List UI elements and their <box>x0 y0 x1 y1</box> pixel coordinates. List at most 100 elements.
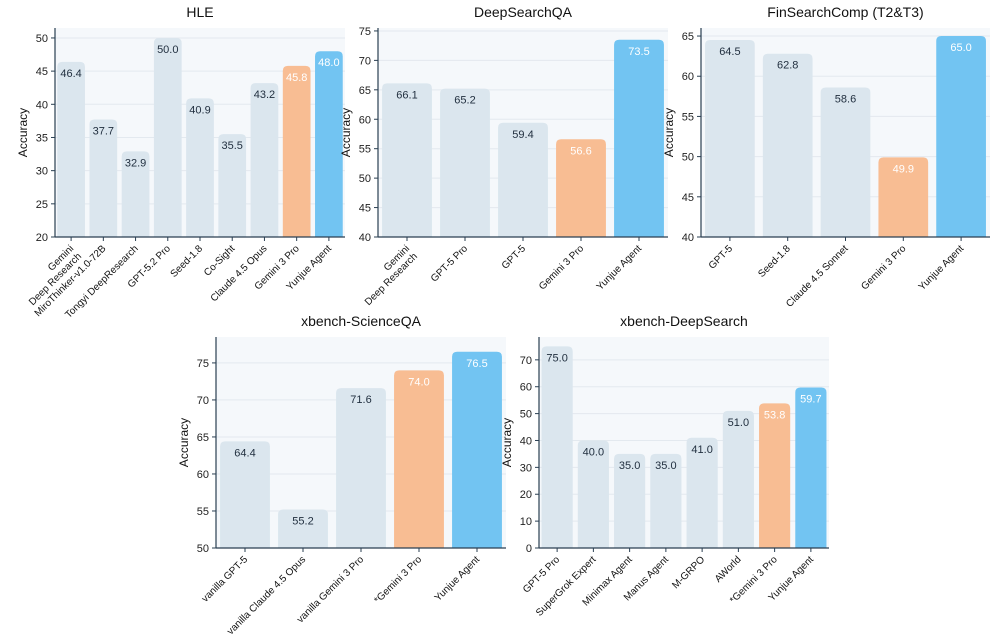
x-tick-label-line: Seed-1.8 <box>169 243 206 280</box>
bar <box>250 83 279 237</box>
value-label: 46.4 <box>60 68 81 80</box>
value-label: 45.8 <box>286 72 307 84</box>
x-tick-label-line: Yunjue Agent <box>433 554 483 604</box>
value-label: 41.0 <box>691 444 712 456</box>
y-tick-label: 45 <box>359 203 371 215</box>
bar <box>278 509 328 548</box>
bar <box>556 139 606 237</box>
chart-panel-5: xbench-DeepSearch 0 10 20 30 40 50 60 70 Accuracy… <box>500 313 829 619</box>
y-tick-label: 75 <box>197 358 209 370</box>
y-tick-label: 65 <box>197 432 209 444</box>
value-label: 66.1 <box>396 89 417 101</box>
y-tick-label: 50 <box>197 543 209 555</box>
x-tick-label: Claude 4.5 Opus <box>209 243 270 304</box>
y-axis-label: Accuracy <box>500 418 514 467</box>
x-tick-label-line: Yunjue Agent <box>917 243 967 293</box>
y-tick-label: 55 <box>359 144 371 156</box>
bar <box>336 388 386 548</box>
y-tick-label: 40 <box>36 99 48 111</box>
bar <box>218 134 247 237</box>
value-label: 76.5 <box>466 358 487 370</box>
y-axis-label: Accuracy <box>662 108 676 157</box>
x-tick-label: Claude 4.5 Sonnet <box>784 243 851 310</box>
bar <box>282 65 311 237</box>
bar <box>394 370 444 548</box>
value-label: 64.4 <box>234 447 255 459</box>
bar <box>452 351 502 548</box>
value-label: 51.0 <box>728 417 749 429</box>
y-tick-label: 70 <box>520 355 532 367</box>
value-label: 65.0 <box>950 42 971 54</box>
y-tick-label: 55 <box>682 111 694 123</box>
value-label: 40.0 <box>583 446 604 458</box>
y-axis-label: Accuracy <box>339 108 353 157</box>
bar <box>722 410 754 548</box>
chart-title: xbench-DeepSearch <box>620 313 748 329</box>
y-tick-label: 0 <box>526 543 532 555</box>
bar <box>440 88 490 237</box>
chart-panel-2: DeepSearchQA 40 45 50 55 60 65 70 75 Accuracy 66.1… <box>339 4 668 308</box>
x-tick-label: Gemini 3 Pro <box>537 243 586 292</box>
y-tick-label: 10 <box>520 516 532 528</box>
x-tick-label-line: vanilla GPT-5 <box>200 554 251 605</box>
value-label: 58.6 <box>835 93 856 105</box>
y-tick-label: 40 <box>359 232 371 244</box>
x-tick-label-line: M-GRPO <box>670 554 707 591</box>
y-tick-label: 40 <box>682 232 694 244</box>
bar <box>936 36 986 238</box>
value-label: 55.2 <box>292 516 313 528</box>
value-label: 50.0 <box>157 44 178 56</box>
x-tick-label-line: GPT-5 <box>707 243 736 272</box>
x-tick-label: GPT-5 <box>707 243 736 272</box>
x-tick-label: *Gemini 3 Pro <box>372 554 424 606</box>
bar <box>759 403 791 548</box>
value-label: 59.4 <box>512 129 533 141</box>
value-label: 32.9 <box>125 157 146 169</box>
value-label: 35.0 <box>619 460 640 472</box>
value-label: 40.9 <box>189 104 210 116</box>
chart-title: HLE <box>186 4 213 20</box>
x-tick-label-line: GPT-5 Pro <box>429 243 470 284</box>
y-tick-label: 20 <box>520 489 532 501</box>
x-tick-label: vanilla Gemini 3 Pro <box>295 554 366 625</box>
y-tick-label: 50 <box>682 152 694 164</box>
bar <box>577 440 609 548</box>
bar <box>121 151 150 237</box>
y-tick-label: 45 <box>36 66 48 78</box>
value-label: 74.0 <box>408 376 429 388</box>
bar <box>541 346 573 548</box>
bar <box>614 453 646 548</box>
bar <box>795 387 827 548</box>
value-label: 48.0 <box>318 57 339 69</box>
bar <box>650 453 682 548</box>
x-tick-label: Yunjue Agent <box>595 243 645 293</box>
y-tick-label: 50 <box>359 173 371 185</box>
value-label: 62.8 <box>777 60 798 72</box>
chart-panel-3: FinSearchComp (T2&T3) 40 45 50 55 60 65 Accurac… <box>662 4 990 310</box>
y-tick-label: 50 <box>520 409 532 421</box>
y-tick-label: 60 <box>520 382 532 394</box>
bar <box>89 119 118 237</box>
y-tick-label: 45 <box>682 192 694 204</box>
value-label: 43.2 <box>254 89 275 101</box>
bar <box>820 87 871 237</box>
chart-title: DeepSearchQA <box>474 4 573 20</box>
y-tick-label: 60 <box>682 71 694 83</box>
x-tick-label: Seed-1.8 <box>756 243 793 280</box>
bar <box>878 157 929 237</box>
bar <box>186 98 214 237</box>
chart-title: xbench-ScienceQA <box>301 313 422 329</box>
y-tick-label: 50 <box>36 33 48 45</box>
x-tick-label: Yunjue Agent <box>433 554 483 604</box>
y-tick-label: 65 <box>359 85 371 97</box>
chart-panel-1: HLE20253035404550Accuracy46.4GeminiDeep … <box>16 4 345 321</box>
bar <box>382 83 432 237</box>
y-tick-label: 40 <box>520 435 532 447</box>
bar <box>57 61 85 237</box>
bar <box>614 39 664 238</box>
x-tick-label-line: AWorld <box>713 554 744 585</box>
value-label: 73.5 <box>628 46 649 58</box>
y-tick-label: 25 <box>36 199 48 211</box>
x-tick-label-line: Claude 4.5 Sonnet <box>784 243 851 310</box>
